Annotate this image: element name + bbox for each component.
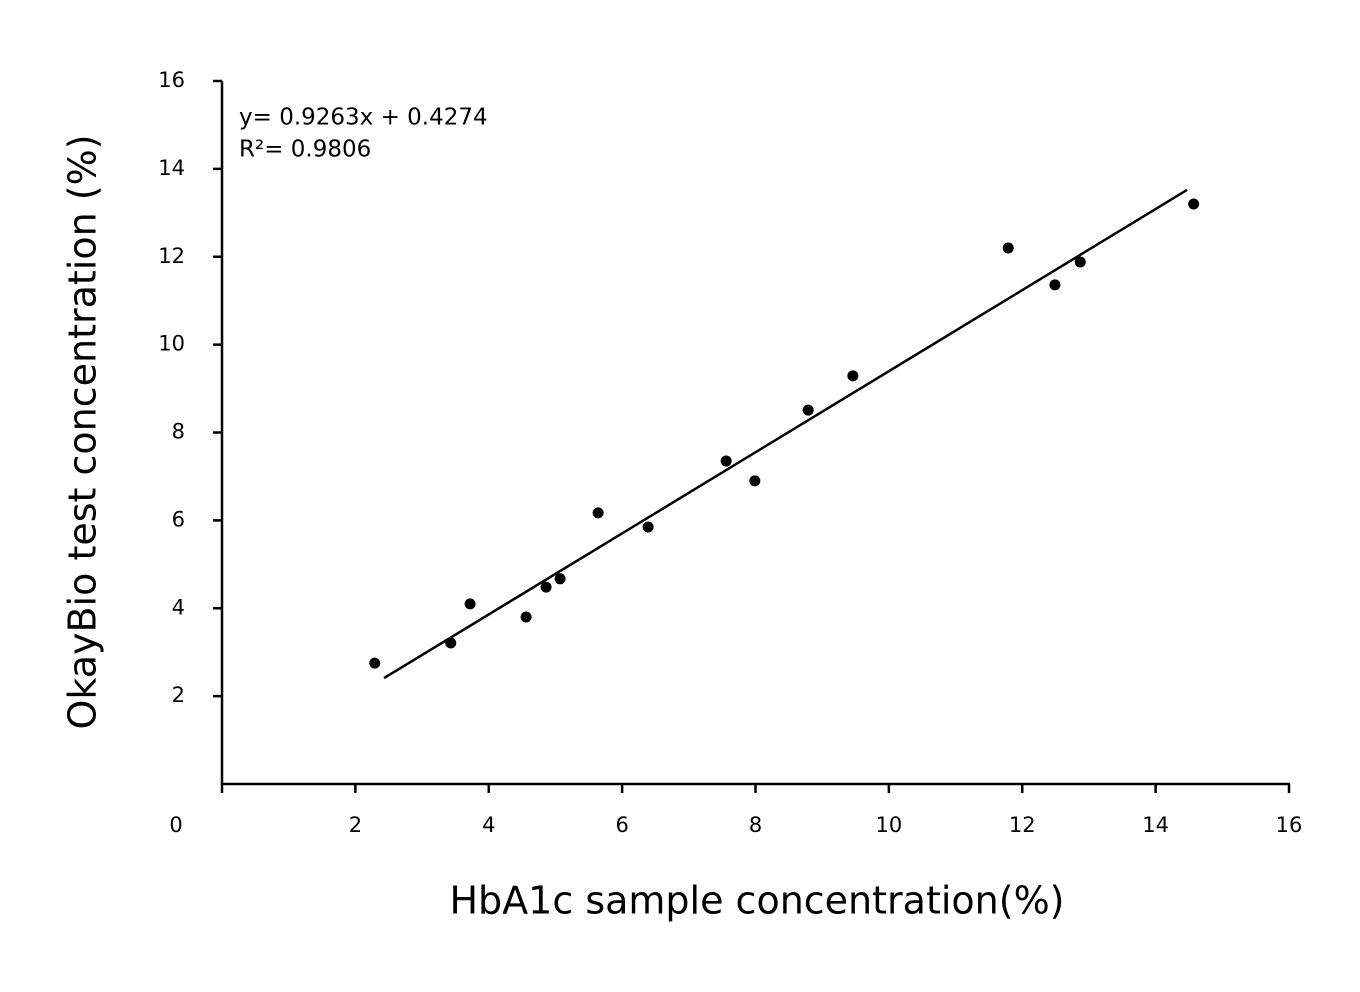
r-squared: R²= 0.9806 [239, 137, 371, 163]
y-tick-label: 16 [158, 68, 185, 92]
data-point [464, 598, 476, 610]
data-point [554, 573, 566, 585]
data-point [802, 404, 814, 416]
y-tick-label: 10 [158, 332, 185, 356]
x-tick-label: 0 [169, 813, 182, 837]
x-axis-label: HbA1c sample concentration(%) [449, 879, 1064, 923]
data-point [1049, 279, 1061, 291]
data-point [749, 475, 761, 487]
x-tick-label: 4 [482, 813, 495, 837]
y-tick-label: 12 [158, 244, 185, 268]
data-point [445, 637, 457, 649]
y-tick-label: 8 [172, 420, 185, 444]
y-axis-label: OkayBio test concentration (%) [61, 134, 105, 729]
x-tick-label: 16 [1276, 813, 1303, 837]
data-point [1002, 242, 1014, 254]
data-point [642, 521, 654, 533]
x-tick-label: 6 [615, 813, 628, 837]
data-point [592, 507, 604, 519]
trendline [383, 188, 1188, 680]
x-tick-label: 10 [876, 813, 903, 837]
x-tick-label: 14 [1142, 813, 1169, 837]
data-point [720, 455, 732, 467]
equation: y= 0.9263x + 0.4274 [239, 105, 488, 131]
x-tick-label: 12 [1009, 813, 1036, 837]
y-tick-label: 4 [172, 595, 185, 619]
data-point [540, 581, 552, 593]
x-tick-label: 8 [749, 813, 762, 837]
x-tick-label: 2 [349, 813, 362, 837]
data-point [1188, 198, 1200, 210]
y-tick-label: 6 [172, 507, 185, 531]
y-tick-label: 14 [158, 156, 185, 180]
data-point [847, 370, 859, 382]
data-point [1074, 256, 1086, 268]
data-point [520, 611, 532, 623]
y-tick-label: 2 [172, 683, 185, 707]
data-point [369, 657, 381, 669]
